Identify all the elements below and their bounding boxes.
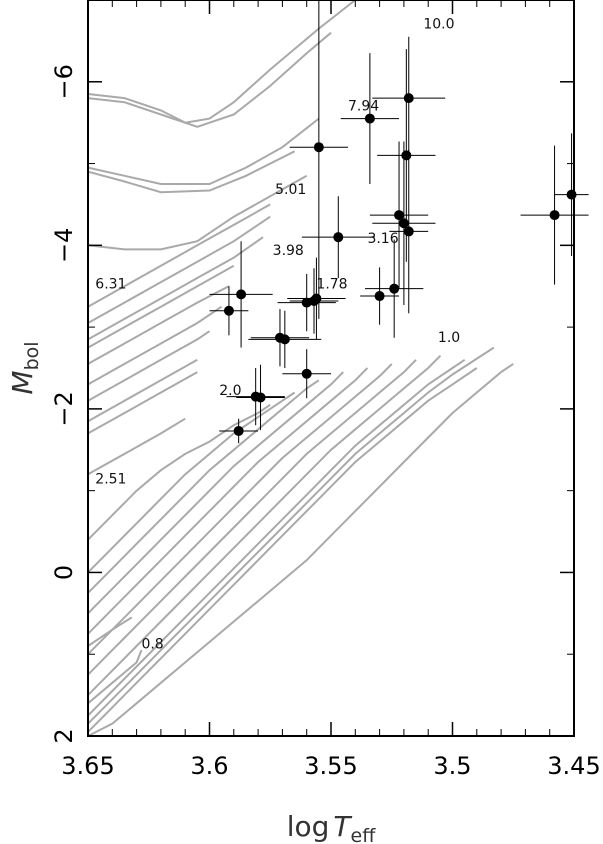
y-axis-title-subscript: bol (21, 341, 43, 370)
point-16 (279, 334, 290, 345)
track-label-10: 0.8 (141, 636, 163, 652)
y-axis-title-symbol: M (6, 370, 39, 394)
y-tick-label-2: −2 (50, 391, 78, 426)
track-14 (87, 417, 186, 476)
point-13 (374, 291, 385, 302)
point-10 (394, 210, 405, 221)
track-20 (87, 363, 393, 655)
point-14 (389, 283, 400, 294)
track-9 (87, 285, 230, 365)
track-label-1: 7.94 (348, 98, 379, 114)
track-8 (87, 264, 235, 349)
track-25 (87, 363, 514, 737)
point-12 (403, 226, 414, 237)
x-tick-label-1: 3.6 (190, 752, 228, 780)
track-label-2: 5.01 (275, 182, 306, 198)
point-22 (566, 189, 577, 200)
svg-text:Mbol: Mbol (6, 341, 43, 394)
axis-ticks (87, 0, 575, 737)
x-axis-title-symbol: T (333, 810, 352, 843)
point-6 (333, 232, 344, 243)
track-label-4: 3.16 (367, 231, 398, 247)
track-label-9: 2.51 (95, 471, 126, 487)
evolutionary-tracks (87, 0, 514, 737)
x-axis-title: log Teff (287, 810, 376, 844)
track-10 (87, 305, 223, 386)
point-7 (364, 113, 375, 124)
track-13 (87, 371, 198, 435)
track-17 (87, 379, 320, 594)
point-21 (549, 210, 560, 221)
track-label-7: 1.0 (438, 330, 460, 346)
track-1 (87, 31, 332, 128)
point-17 (301, 368, 312, 379)
point-9 (401, 150, 412, 161)
track-label-8: 2.0 (219, 383, 241, 399)
axis-tick-labels: 3.65 3.6 3.55 3.5 3.45 −6 −4 −2 0 2 (50, 64, 601, 780)
point-1 (236, 289, 247, 300)
track-7 (87, 236, 264, 341)
track-mass-labels: 10.0 7.94 5.01 3.98 3.16 6.31 1.78 1.0 2.0 2.51 0.… (95, 17, 460, 653)
x-axis-title-prefix: log (287, 810, 330, 843)
y-axis-title: Mbol (6, 341, 43, 394)
track-18 (87, 371, 344, 615)
point-11 (398, 218, 409, 229)
point-0 (223, 305, 234, 316)
y-tick-label-1: −4 (50, 228, 78, 263)
track-24 (87, 367, 478, 733)
track-12 (87, 358, 198, 423)
data-points (209, 0, 589, 444)
track-23 (87, 358, 466, 717)
track-label-6: 1.78 (316, 277, 347, 293)
point-19 (255, 392, 266, 403)
track-11 (87, 330, 211, 402)
y-tick-label-4: 2 (50, 728, 78, 743)
track-4 (87, 174, 308, 251)
point-20 (233, 425, 244, 436)
track-15 (87, 403, 271, 541)
point-5 (313, 142, 324, 153)
point-8 (403, 93, 414, 104)
track-label-3: 3.98 (273, 243, 304, 259)
track-16 (87, 391, 296, 574)
y-tick-label-3: 0 (50, 565, 78, 580)
track-label-0: 10.0 (423, 17, 454, 33)
track-22 (87, 354, 442, 696)
track-27 (87, 616, 133, 647)
x-tick-label-2: 3.55 (304, 752, 357, 780)
track-0 (87, 0, 356, 124)
track-28 (87, 346, 495, 725)
x-tick-label-4: 3.45 (547, 752, 600, 780)
track-26 (87, 649, 143, 705)
track-19 (87, 367, 369, 635)
x-tick-label-3: 3.5 (433, 752, 471, 780)
track-5 (87, 203, 271, 308)
track-21 (87, 359, 417, 676)
y-tick-label-0: −6 (50, 64, 78, 99)
point-4 (311, 293, 322, 304)
track-3 (87, 150, 296, 194)
track-6 (87, 215, 271, 324)
x-tick-label-0: 3.65 (61, 752, 114, 780)
track-2 (87, 117, 320, 185)
track-label-5: 6.31 (95, 277, 126, 293)
x-axis-title-subscript: eff (351, 825, 377, 844)
